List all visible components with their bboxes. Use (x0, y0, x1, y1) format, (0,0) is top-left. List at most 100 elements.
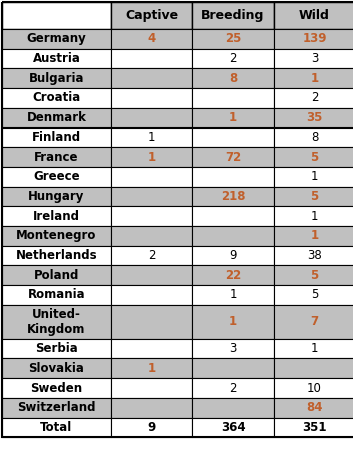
Text: 38: 38 (307, 249, 322, 262)
Bar (111, 418, 192, 437)
Text: 7: 7 (310, 315, 318, 328)
Bar (111, 68, 192, 88)
Bar (2, 186, 111, 206)
Text: Switzerland: Switzerland (17, 401, 96, 414)
Bar (2, 359, 111, 378)
Bar (111, 127, 192, 147)
Bar (111, 339, 192, 359)
Text: 5: 5 (311, 288, 318, 301)
Text: 1: 1 (229, 315, 237, 328)
Bar (111, 88, 192, 108)
Text: 3: 3 (311, 52, 318, 65)
Bar (274, 186, 353, 206)
Text: 2: 2 (229, 382, 237, 394)
Bar (192, 339, 274, 359)
Bar (274, 378, 353, 398)
Text: 25: 25 (225, 33, 241, 46)
Bar (111, 186, 192, 206)
Bar (111, 2, 192, 29)
Bar (111, 378, 192, 398)
Bar (274, 2, 353, 29)
Bar (111, 398, 192, 418)
Bar (274, 285, 353, 305)
Bar (111, 359, 192, 378)
Bar (192, 246, 274, 266)
Bar (111, 305, 192, 339)
Bar (2, 108, 111, 127)
Bar (274, 266, 353, 285)
Bar (2, 246, 111, 266)
Text: Poland: Poland (34, 269, 79, 282)
Bar (192, 398, 274, 418)
Text: 5: 5 (310, 190, 319, 203)
Bar (274, 226, 353, 246)
Text: 1: 1 (229, 111, 237, 124)
Bar (2, 206, 111, 226)
Text: 139: 139 (302, 33, 327, 46)
Bar (192, 266, 274, 285)
Bar (2, 29, 111, 49)
Bar (111, 206, 192, 226)
Text: 1: 1 (148, 151, 156, 164)
Bar (192, 378, 274, 398)
Bar (274, 305, 353, 339)
Text: Romania: Romania (28, 288, 85, 301)
Bar (274, 398, 353, 418)
Bar (2, 285, 111, 305)
Text: 1: 1 (311, 342, 318, 355)
Bar (192, 2, 274, 29)
Text: 4: 4 (147, 33, 156, 46)
Bar (2, 398, 111, 418)
Text: France: France (34, 151, 79, 164)
Text: 3: 3 (229, 342, 237, 355)
Bar (2, 68, 111, 88)
Bar (192, 88, 274, 108)
Bar (192, 285, 274, 305)
Bar (2, 167, 111, 186)
Bar (274, 68, 353, 88)
Text: 351: 351 (302, 421, 327, 434)
Text: 5: 5 (310, 151, 319, 164)
Bar (192, 305, 274, 339)
Text: Denmark: Denmark (26, 111, 86, 124)
Bar (111, 29, 192, 49)
Text: 84: 84 (306, 401, 323, 414)
Bar (2, 2, 111, 29)
Bar (2, 305, 111, 339)
Text: Montenegro: Montenegro (16, 229, 97, 242)
Bar (111, 285, 192, 305)
Text: Breeding: Breeding (201, 9, 265, 22)
Bar (274, 29, 353, 49)
Text: United-
Kingdom: United- Kingdom (27, 308, 86, 336)
Bar (111, 147, 192, 167)
Text: 8: 8 (229, 72, 237, 85)
Bar (274, 339, 353, 359)
Text: 1: 1 (311, 210, 318, 223)
Bar (2, 127, 111, 147)
Text: 2: 2 (229, 52, 237, 65)
Bar (2, 418, 111, 437)
Text: 1: 1 (148, 131, 155, 144)
Bar (192, 418, 274, 437)
Text: 72: 72 (225, 151, 241, 164)
Text: Serbia: Serbia (35, 342, 78, 355)
Bar (274, 246, 353, 266)
Text: Sweden: Sweden (30, 382, 83, 394)
Text: 2: 2 (311, 92, 318, 105)
Text: 1: 1 (311, 170, 318, 183)
Text: 364: 364 (221, 421, 245, 434)
Text: Austria: Austria (32, 52, 80, 65)
Text: 9: 9 (229, 249, 237, 262)
Text: Slovakia: Slovakia (29, 362, 84, 375)
Text: 1: 1 (229, 288, 237, 301)
Text: Hungary: Hungary (28, 190, 85, 203)
Bar (192, 68, 274, 88)
Bar (274, 418, 353, 437)
Bar (2, 147, 111, 167)
Text: 22: 22 (225, 269, 241, 282)
Text: 1: 1 (148, 362, 156, 375)
Bar (192, 147, 274, 167)
Bar (274, 206, 353, 226)
Text: 5: 5 (310, 269, 319, 282)
Bar (274, 167, 353, 186)
